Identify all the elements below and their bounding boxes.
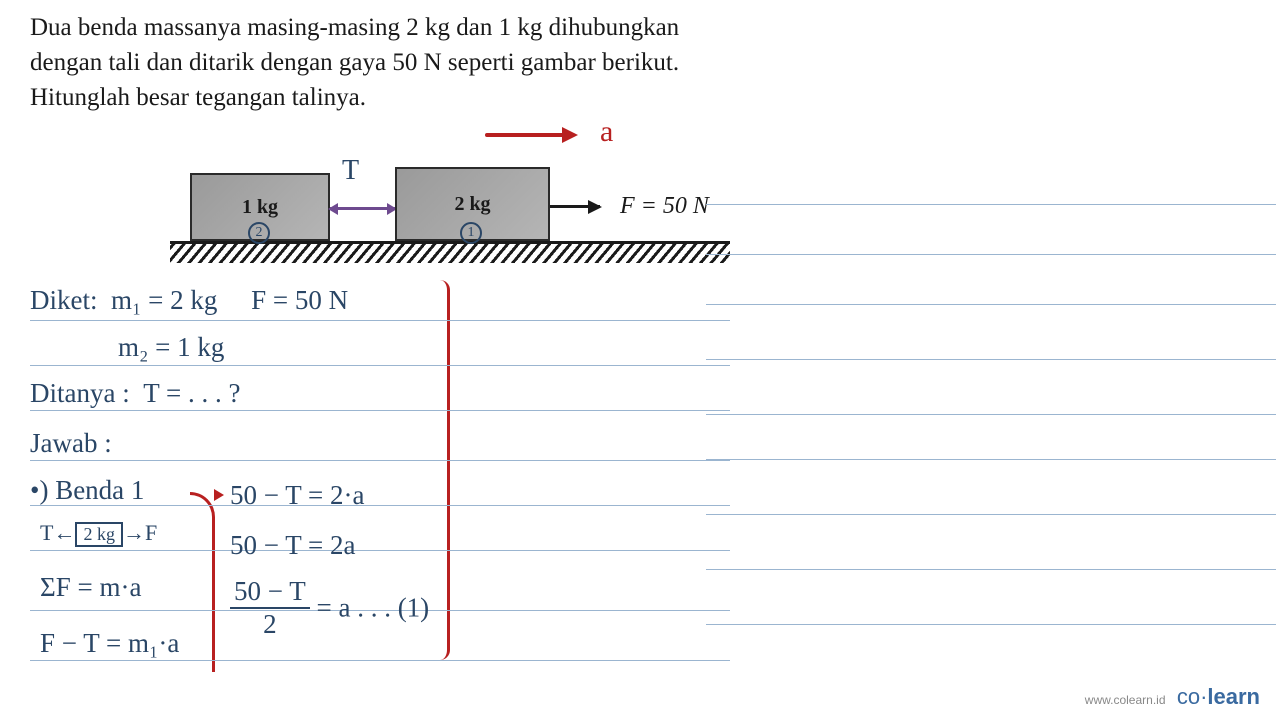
block-1kg-label: 1 kg — [242, 196, 278, 219]
red-connector-curve — [190, 492, 215, 672]
block-2kg-label: 2 kg — [454, 193, 490, 216]
notebook-lines-right — [706, 204, 1276, 624]
acceleration-label: a — [600, 115, 613, 149]
ground-surface — [170, 241, 730, 263]
problem-line-2: dengan tali dan ditarik dengan gaya 50 N… — [30, 45, 679, 80]
diket-label: Diket: m₁ = 2 kg F = 50 N — [30, 285, 348, 316]
force-arrow — [550, 205, 600, 208]
footer-branding: www.colearn.id co·learn — [1085, 684, 1260, 710]
force-label: F = 50 N — [620, 193, 709, 220]
brand-logo: co·learn — [1177, 684, 1260, 709]
problem-line-1: Dua benda massanya masing-masing 2 kg da… — [30, 10, 679, 45]
free-body-diagram: T←2 kg→F — [40, 520, 157, 547]
circle-label-2: 2 — [248, 222, 270, 244]
problem-statement: Dua benda massanya masing-masing 2 kg da… — [30, 10, 679, 115]
red-divider-curve — [430, 280, 450, 660]
eq3: 50 − T 2 = a . . . (1) — [230, 576, 429, 640]
eq2: 50 − T = 2a — [230, 530, 355, 561]
footer-url: www.colearn.id — [1085, 693, 1166, 707]
benda1-label: •) Benda 1 — [30, 475, 144, 506]
m2-value: m₂ = 1 kg — [118, 332, 224, 363]
circle-label-1: 1 — [460, 222, 482, 244]
jawab-label: Jawab : — [30, 428, 112, 459]
acceleration-arrow — [485, 133, 575, 137]
ft-equation: F − T = m₁·a — [40, 628, 179, 659]
connecting-rope — [330, 207, 395, 210]
ditanya-label: Ditanya : T = . . . ? — [30, 378, 240, 409]
problem-line-3: Hitunglah besar tegangan talinya. — [30, 80, 679, 115]
eq1: 50 − T = 2·a — [230, 480, 364, 511]
physics-diagram: 1 kg 2 kg F = 50 N — [180, 165, 760, 275]
sigma-f-equation: ΣF = m·a — [40, 572, 141, 603]
